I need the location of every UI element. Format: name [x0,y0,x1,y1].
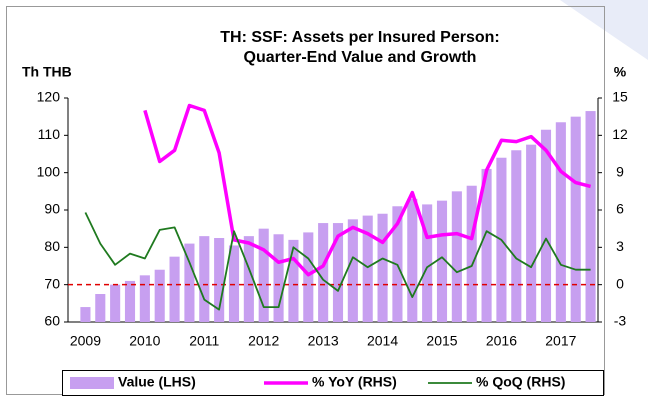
y-tick-label: 100 [37,163,61,179]
bar [540,129,552,322]
y2-tick-label: 15 [612,89,628,105]
x-tick-label: 2009 [70,333,101,349]
x-tick-label: 2014 [367,333,398,349]
bar [422,204,433,322]
y-axis-label: Th THB [22,64,72,80]
bar [318,223,329,322]
bar [481,168,492,322]
x-tick-label: 2015 [426,333,457,349]
bar [110,284,121,322]
y-tick-label: 110 [38,126,61,142]
bar [555,122,566,323]
bar [199,236,210,322]
bar [214,238,225,322]
bar [451,191,462,322]
chart-title: TH: SSF: Assets per Insured Person: [220,29,499,46]
line [84,212,591,311]
bar [124,280,136,322]
legend-label: % QoQ (RHS) [476,374,565,390]
x-tick-label: 2013 [308,333,339,349]
legend-label: Value (LHS) [118,374,196,390]
bar [184,243,195,322]
bar [347,219,358,322]
bar [362,215,373,322]
bar [466,185,477,322]
bar [80,307,91,322]
y-tick-label: 60 [44,313,60,329]
bar [243,236,254,322]
bar [95,294,106,322]
y2-tick-label: 6 [616,201,624,217]
bar [407,198,418,322]
x-tick-label: 2016 [486,333,517,349]
legend-label: % YoY (RHS) [312,374,397,390]
bar [511,150,522,322]
bar [303,232,314,322]
bar [570,116,581,323]
y-tick-label: 80 [44,238,60,254]
y2-tick-label: 12 [612,126,628,142]
bar [436,200,448,322]
bar [377,213,388,322]
bar [273,234,284,322]
bar [169,256,180,322]
x-tick-label: 2017 [545,333,576,349]
y2-tick-label: 9 [616,163,624,179]
bar [288,239,299,322]
bar [154,269,165,322]
x-tick-label: 2011 [189,333,219,349]
y2-tick-label: 0 [616,275,624,291]
bar [332,223,344,322]
bar [585,111,596,322]
chart-subtitle: Quarter-End Value and Growth [244,49,477,66]
y-tick-label: 70 [44,275,60,291]
bar [228,245,240,322]
y2-tick-label: 3 [616,238,624,254]
line [143,103,592,277]
legend [62,370,604,396]
bar [526,144,537,322]
bar [139,275,150,322]
y-tick-label: 120 [37,89,61,105]
x-tick-label: 2012 [248,333,279,349]
y2-axis-label: % [614,64,627,80]
y2-tick-label: -3 [614,313,627,329]
legend-swatch [70,377,114,389]
y-tick-label: 90 [44,201,60,217]
x-tick-label: 2010 [129,333,160,349]
bar [258,228,269,322]
